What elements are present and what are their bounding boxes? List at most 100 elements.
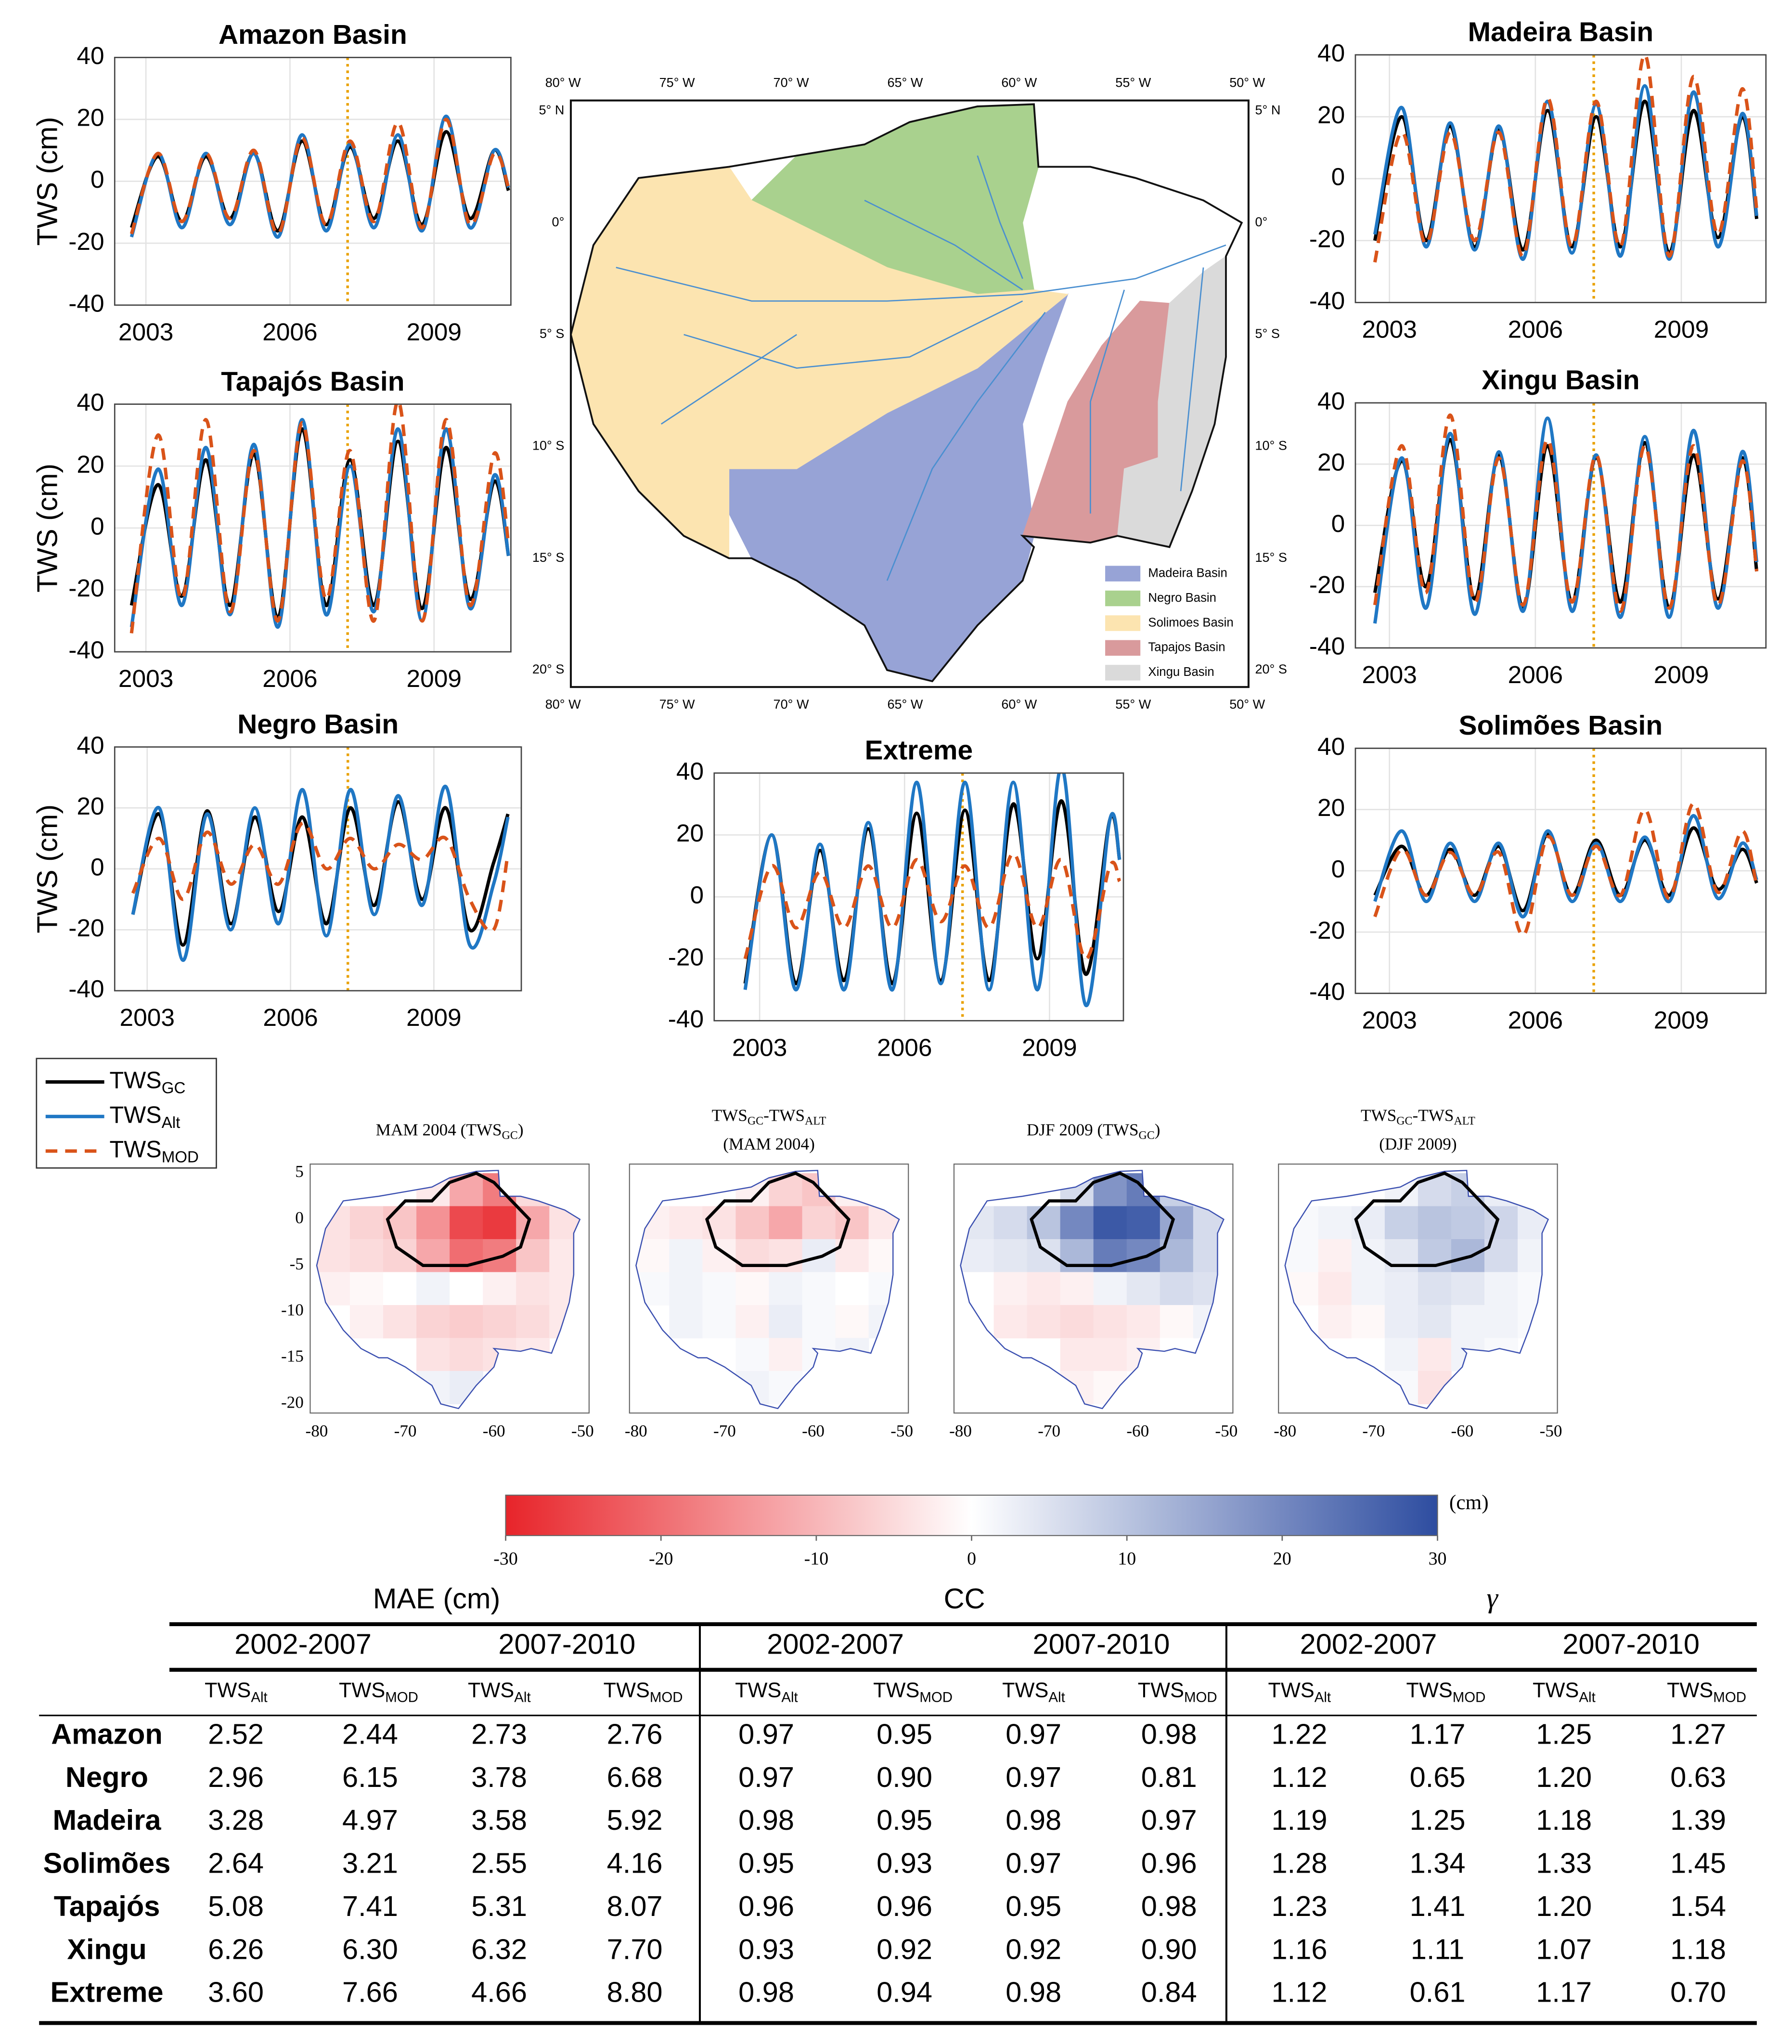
cell: 0.97 bbox=[1006, 1718, 1061, 1750]
cell: 1.07 bbox=[1536, 1933, 1592, 1965]
y-tick-label: -20 bbox=[668, 943, 704, 970]
cell: 0.95 bbox=[877, 1804, 932, 1836]
cell: 2.96 bbox=[208, 1761, 264, 1793]
column-header: TWSMOD bbox=[339, 1679, 418, 1705]
text-part: (DJF 2009) bbox=[1379, 1135, 1457, 1153]
lon-label: 75° W bbox=[659, 697, 695, 712]
legend-label: TWSAlt bbox=[109, 1102, 180, 1131]
cell: 7.66 bbox=[342, 1976, 398, 2008]
y-axis-label: TWS (cm) bbox=[31, 117, 64, 246]
series-line bbox=[129, 427, 510, 620]
heatmap-cell bbox=[1384, 1338, 1418, 1371]
row-label: Madeira bbox=[53, 1804, 162, 1836]
cell: 0.98 bbox=[1006, 1976, 1061, 2008]
cell: 5.92 bbox=[607, 1804, 663, 1836]
heatmap-cell bbox=[735, 1272, 770, 1306]
y-tick-label: 0 bbox=[90, 853, 104, 880]
heatmap-cell bbox=[1418, 1305, 1452, 1339]
cell: 2.73 bbox=[471, 1718, 527, 1750]
lat-label: 5° N bbox=[1255, 103, 1280, 117]
cell: 3.78 bbox=[471, 1761, 527, 1793]
column-header: TWSMOD bbox=[604, 1679, 683, 1705]
column-header: TWSMOD bbox=[1406, 1679, 1486, 1705]
x-tick-label: 2003 bbox=[118, 318, 173, 346]
panel-title: (DJF 2009) bbox=[1379, 1135, 1457, 1153]
series-line bbox=[131, 785, 510, 962]
heatmap-cell bbox=[1351, 1305, 1385, 1339]
basin-outline bbox=[316, 1170, 581, 1410]
cell: 1.17 bbox=[1536, 1976, 1592, 2008]
x-tick-label: 2006 bbox=[263, 1003, 318, 1031]
y-tick-label: 0 bbox=[690, 881, 704, 909]
cell: 0.96 bbox=[738, 1890, 794, 1922]
cell: 0.61 bbox=[1410, 1976, 1466, 2008]
cell: 1.23 bbox=[1272, 1890, 1328, 1922]
heatmap-cell bbox=[350, 1305, 384, 1339]
heatmap-cell bbox=[1451, 1206, 1485, 1240]
plot-frame bbox=[1354, 402, 1767, 649]
sub-basin-outline bbox=[705, 1171, 851, 1268]
x-tick-label: -50 bbox=[571, 1422, 594, 1440]
series-line bbox=[1373, 54, 1759, 263]
heatmap-cell bbox=[735, 1239, 770, 1273]
heatmap-cell bbox=[450, 1239, 483, 1273]
river bbox=[616, 244, 1226, 302]
heatmap-cell bbox=[316, 1239, 350, 1273]
y-tick-label: 5 bbox=[295, 1162, 304, 1181]
x-tick-label: 2006 bbox=[1508, 1006, 1563, 1034]
x-tick-label: -70 bbox=[713, 1422, 736, 1440]
cell: 0.92 bbox=[877, 1933, 932, 1965]
lat-label: 5° S bbox=[540, 326, 564, 341]
cell: 1.11 bbox=[1411, 1933, 1464, 1965]
period-header: 2007-2010 bbox=[1562, 1628, 1700, 1660]
period-header: 2002-2007 bbox=[234, 1628, 372, 1660]
period-header: 2002-2007 bbox=[1300, 1628, 1437, 1660]
cell: 5.08 bbox=[208, 1890, 264, 1922]
x-tick-label: 2009 bbox=[407, 318, 462, 346]
heatmap-cell bbox=[669, 1239, 703, 1273]
colorbar-tick-label: 0 bbox=[967, 1549, 976, 1569]
series-line bbox=[743, 852, 1122, 961]
x-tick-label: -70 bbox=[1362, 1422, 1385, 1440]
heatmap-cell bbox=[350, 1272, 384, 1306]
x-tick-label: -60 bbox=[1126, 1422, 1149, 1440]
colorbar-tick-label: 10 bbox=[1118, 1549, 1136, 1569]
heatmap-cell bbox=[1126, 1272, 1160, 1306]
heatmap-cell bbox=[1318, 1272, 1352, 1306]
x-tick-label: 2006 bbox=[877, 1033, 932, 1061]
y-tick-label: -40 bbox=[668, 1005, 704, 1033]
heatmap-cell bbox=[1351, 1272, 1385, 1306]
map-frame bbox=[569, 99, 1250, 688]
chart-title: Solimões Basin bbox=[1459, 711, 1663, 741]
cell: 6.30 bbox=[342, 1933, 398, 1965]
period-header: 2007-2010 bbox=[1033, 1628, 1170, 1660]
subscript: ALT bbox=[1454, 1115, 1476, 1128]
river bbox=[1090, 289, 1125, 514]
subscript: MOD bbox=[650, 1690, 683, 1706]
plot-frame bbox=[1354, 748, 1767, 994]
series-line bbox=[1373, 416, 1759, 624]
y-tick-label: -40 bbox=[1309, 977, 1345, 1005]
cell: 0.63 bbox=[1670, 1761, 1726, 1793]
text-part: TWS bbox=[1268, 1679, 1315, 1702]
x-tick-label: 2006 bbox=[1508, 315, 1563, 343]
cell: 0.90 bbox=[1141, 1933, 1197, 1965]
y-tick-label: -20 bbox=[68, 914, 104, 942]
plot-frame bbox=[114, 746, 522, 992]
cell: 1.20 bbox=[1536, 1761, 1592, 1793]
colorbar-tick-label: 20 bbox=[1273, 1549, 1291, 1569]
colorbar-tick-label: -30 bbox=[493, 1549, 518, 1569]
legend-label: Negro Basin bbox=[1148, 591, 1216, 605]
cell: 1.17 bbox=[1410, 1718, 1466, 1750]
heatmap-cell bbox=[769, 1305, 803, 1339]
heatmap-cell bbox=[1060, 1272, 1094, 1306]
series-line bbox=[131, 821, 510, 933]
heatmap-cell bbox=[450, 1338, 483, 1371]
column-header: TWSAlt bbox=[205, 1679, 268, 1705]
lon-label: 80° W bbox=[545, 697, 581, 712]
heatmap-cell bbox=[1418, 1173, 1452, 1207]
cell: 1.18 bbox=[1536, 1804, 1592, 1836]
heatmap-cell bbox=[669, 1305, 703, 1339]
cell: 0.97 bbox=[738, 1761, 794, 1793]
